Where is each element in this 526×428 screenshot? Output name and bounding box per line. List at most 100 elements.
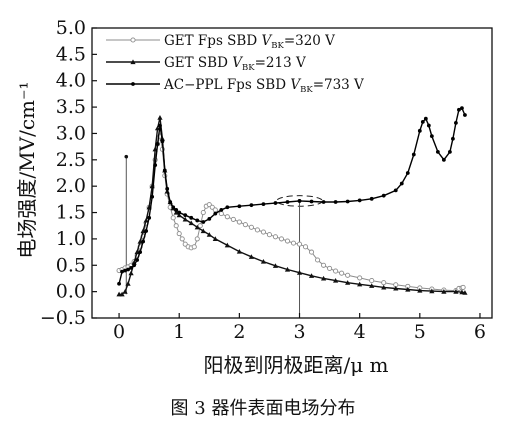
legend-label-var: V xyxy=(261,33,272,49)
data-point xyxy=(160,139,165,144)
data-point xyxy=(321,262,327,268)
data-point xyxy=(296,241,303,247)
legend-label-main: GET SBD xyxy=(164,55,232,71)
legend-label-tail: =213 V xyxy=(255,55,306,71)
x-tick-label: 0 xyxy=(113,321,125,343)
data-point xyxy=(429,288,435,294)
data-point xyxy=(135,258,140,262)
figure-caption: 图 3 器件表面电场分布 xyxy=(171,398,356,419)
y-tick-label: 2.5 xyxy=(56,149,86,171)
data-point xyxy=(285,200,290,204)
data-point xyxy=(126,267,130,272)
data-point xyxy=(213,211,218,216)
y-tick-label: 1.5 xyxy=(56,202,86,224)
legend-label-sub: BK xyxy=(271,41,284,51)
data-point xyxy=(308,273,315,278)
data-point xyxy=(290,240,297,246)
data-point xyxy=(189,215,194,220)
data-point xyxy=(261,202,266,207)
plot-area xyxy=(91,27,493,319)
data-point xyxy=(200,209,206,216)
data-point xyxy=(182,216,188,222)
data-point xyxy=(125,281,131,286)
x-tick-label: 1 xyxy=(173,321,185,343)
data-point xyxy=(453,289,459,294)
data-point xyxy=(459,289,465,295)
data-point xyxy=(248,224,254,230)
data-point xyxy=(345,280,351,285)
y-tick-label: 3.0 xyxy=(56,122,86,144)
data-point xyxy=(218,211,224,217)
data-point xyxy=(302,244,309,250)
data-point xyxy=(117,281,121,286)
data-point xyxy=(219,208,224,212)
data-point xyxy=(224,242,230,248)
x-tick-label: 2 xyxy=(233,321,245,343)
data-point xyxy=(266,232,272,238)
series-layer xyxy=(116,106,468,297)
series-2 xyxy=(116,115,468,297)
legend-label-main: AC−PPL Fps SBD xyxy=(163,77,290,93)
data-point xyxy=(194,224,200,230)
data-point xyxy=(144,229,149,233)
data-point xyxy=(457,107,461,112)
data-point xyxy=(320,275,327,281)
data-point xyxy=(429,134,434,138)
data-point xyxy=(327,265,333,271)
data-point xyxy=(137,238,143,244)
data-point xyxy=(393,188,398,193)
legend-label-main: GET Fps SBD xyxy=(164,33,261,49)
x-axis-ticks: 0 1 2 3 4 5 6 xyxy=(113,313,486,343)
data-point xyxy=(236,248,242,254)
data-point xyxy=(321,200,326,204)
data-point xyxy=(173,223,179,229)
data-point xyxy=(284,238,291,244)
data-point xyxy=(417,287,423,293)
data-point xyxy=(441,289,447,294)
data-point xyxy=(297,199,302,203)
data-point xyxy=(315,257,321,263)
y-tick-label: 4.0 xyxy=(56,70,86,92)
data-point xyxy=(237,204,242,209)
data-point xyxy=(179,236,185,242)
y-tick-label: 0.5 xyxy=(56,254,86,276)
data-point xyxy=(417,128,422,133)
data-point xyxy=(200,228,206,234)
data-point xyxy=(183,213,188,218)
data-point xyxy=(260,229,266,235)
data-point xyxy=(272,263,279,268)
data-point xyxy=(345,199,350,204)
legend-entry-1: GET Fps SBD VBK=320 V xyxy=(106,33,335,51)
x-tick-label: 6 xyxy=(474,321,486,343)
data-point xyxy=(411,152,416,157)
legend-label-var: V xyxy=(290,77,301,93)
data-point xyxy=(128,270,134,276)
legend-entry-2: GET SBD VBK=213 V xyxy=(106,55,306,73)
data-point xyxy=(197,223,203,229)
y-tick-label: 4.5 xyxy=(56,43,86,65)
y-tick-label: −0.5 xyxy=(40,307,86,329)
data-point xyxy=(158,123,162,128)
x-axis-title: 阳极到阴极距离/μ m xyxy=(203,353,388,377)
data-point xyxy=(176,231,182,237)
data-point xyxy=(150,194,155,199)
data-point xyxy=(254,227,260,233)
data-point xyxy=(369,196,374,201)
data-point xyxy=(296,270,303,275)
data-point xyxy=(177,210,182,215)
data-point xyxy=(272,234,279,240)
data-point xyxy=(225,205,230,210)
data-point xyxy=(339,270,345,276)
data-point xyxy=(132,263,137,268)
data-point xyxy=(423,116,428,121)
data-point xyxy=(460,106,464,111)
data-point xyxy=(236,219,242,225)
data-point xyxy=(201,220,206,224)
y-tick-label: 2.0 xyxy=(56,175,86,197)
x-tick-label: 3 xyxy=(293,321,305,343)
data-point xyxy=(345,272,351,278)
legend-label-tail: =320 V xyxy=(284,33,335,49)
data-point xyxy=(260,258,267,264)
data-point xyxy=(194,236,200,242)
data-point xyxy=(123,268,127,273)
